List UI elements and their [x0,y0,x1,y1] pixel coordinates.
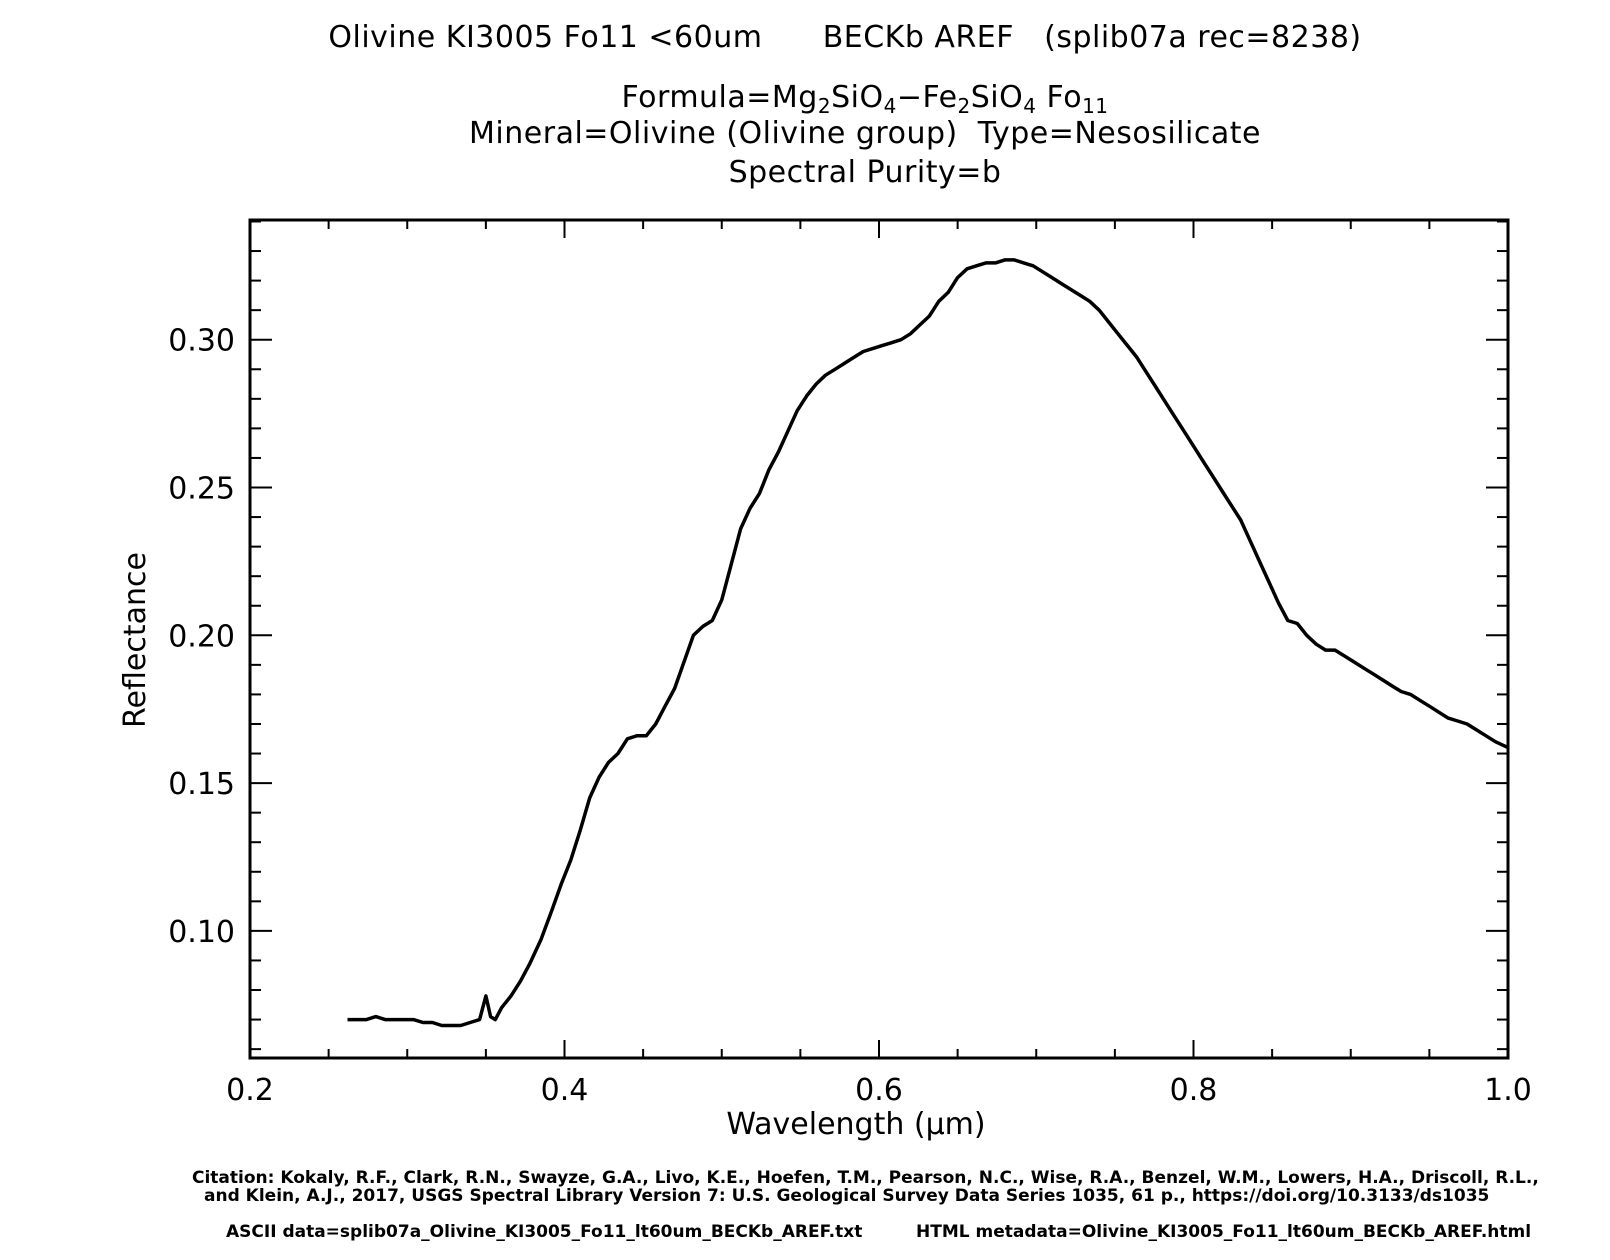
formula-subscript: 2 [817,94,832,118]
x-tick-label: 0.6 [855,1073,903,1108]
x-tick-label: 0.2 [226,1073,274,1108]
x-tick-labels: 0.2 0.4 0.6 0.8 1.0 [226,1073,1532,1108]
purity-line: Spectral Purity=b [728,155,1002,190]
formula-subscript: 11 [1082,94,1109,118]
formula-subscript: 4 [883,94,897,118]
y-tick-label: 0.15 [168,767,235,802]
mineral-line: Mineral=Olivine (Olivine group) Type=Nes… [469,116,1261,151]
x-tick-label: 1.0 [1484,1073,1532,1108]
y-tick-label: 0.20 [168,619,235,654]
ascii-data-filename: ASCII data=splib07a_Olivine_KI3005_Fo11_… [226,1222,863,1242]
citation-line-1: Citation: Kokaly, R.F., Clark, R.N., Swa… [192,1168,1539,1188]
html-metadata-filename: HTML metadata=Olivine_KI3005_Fo11_lt60um… [916,1222,1532,1242]
citation-line-2: and Klein, A.J., 2017, USGS Spectral Lib… [204,1186,1490,1206]
formula-line: Formula=Mg2SiO4−Fe2SiO4 Fo11 [60,80,1610,118]
axis-ticks [249,220,1509,1058]
formula-subscript: 4 [1023,94,1037,118]
y-tick-label: 0.10 [168,915,235,950]
formula-text: Formula=Mg [621,80,818,115]
y-tick-labels: 0.10 0.15 0.20 0.25 0.30 [168,324,235,950]
y-tick-label: 0.30 [168,324,235,359]
formula-text: SiO [831,80,884,115]
formula-text: −Fe [896,80,958,115]
series-line [347,258,1509,1028]
formula-text: SiO [970,80,1024,115]
formula-subscript: 2 [957,94,971,118]
y-axis-label: Reflectance [118,552,153,728]
chart-title: Olivine KI3005 Fo11 <60um BECKb AREF (sp… [328,20,1362,55]
y-tick-label: 0.25 [168,472,235,507]
formula-text: Fo [1036,80,1083,115]
x-axis-label: Wavelength (μm) [726,1107,985,1142]
x-tick-label: 0.8 [1170,1073,1218,1108]
x-tick-label: 0.4 [541,1073,589,1108]
